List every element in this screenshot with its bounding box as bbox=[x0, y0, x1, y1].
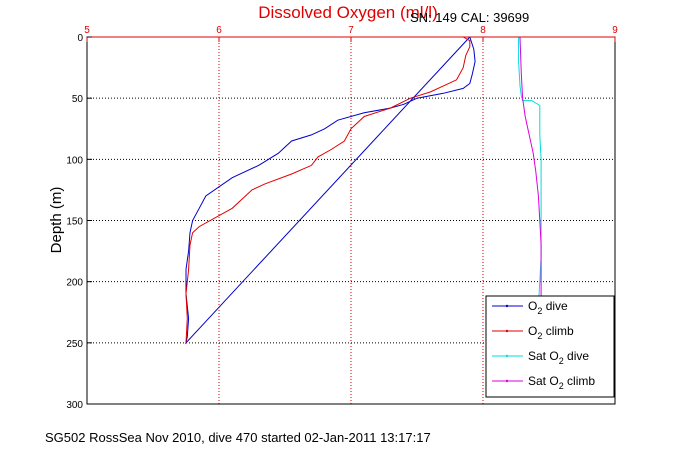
x-tick-label: 9 bbox=[612, 25, 618, 36]
legend-marker bbox=[505, 354, 509, 358]
x-axis-ticks: 5 6 7 8 9 bbox=[84, 25, 618, 42]
x-tick-label: 5 bbox=[84, 25, 90, 36]
y-tick-label: 0 bbox=[77, 33, 83, 44]
serial-label: SN: 149 CAL: 39699 bbox=[410, 10, 529, 25]
x-tick-label: 7 bbox=[348, 25, 354, 36]
y-axis-label: Depth (m) bbox=[48, 187, 65, 254]
x-tick-label: 8 bbox=[480, 25, 486, 36]
legend-marker bbox=[505, 304, 509, 308]
y-axis-ticks: 0 50 100 150 200 250 300 bbox=[66, 33, 92, 411]
legend-marker bbox=[505, 329, 509, 333]
series-line-4 bbox=[519, 36, 542, 307]
y-tick-label: 100 bbox=[66, 155, 83, 166]
legend-label: O2 climb bbox=[528, 324, 574, 341]
chart-title: Dissolved Oxygen (ml/l) bbox=[258, 3, 438, 22]
legend-label: Sat O2 climb bbox=[528, 374, 595, 391]
legend: O2 dive O2 climb Sat O2 dive Sat O2 climb bbox=[485, 295, 615, 398]
series-line-2 bbox=[185, 36, 471, 343]
grid-lines bbox=[87, 37, 615, 404]
legend-label: Sat O2 dive bbox=[528, 349, 589, 366]
y-tick-label: 150 bbox=[66, 217, 83, 228]
series-lines bbox=[185, 36, 542, 345]
x-tick-label: 6 bbox=[216, 25, 222, 36]
legend-label: O2 dive bbox=[528, 299, 568, 316]
y-tick-label: 300 bbox=[66, 400, 83, 411]
series-line-1 bbox=[185, 36, 476, 345]
legend-marker bbox=[505, 379, 509, 383]
y-tick-label: 50 bbox=[72, 94, 84, 105]
footer-caption: SG502 RossSea Nov 2010, dive 470 started… bbox=[45, 430, 431, 445]
y-tick-label: 200 bbox=[66, 278, 83, 289]
y-tick-label: 250 bbox=[66, 339, 83, 350]
